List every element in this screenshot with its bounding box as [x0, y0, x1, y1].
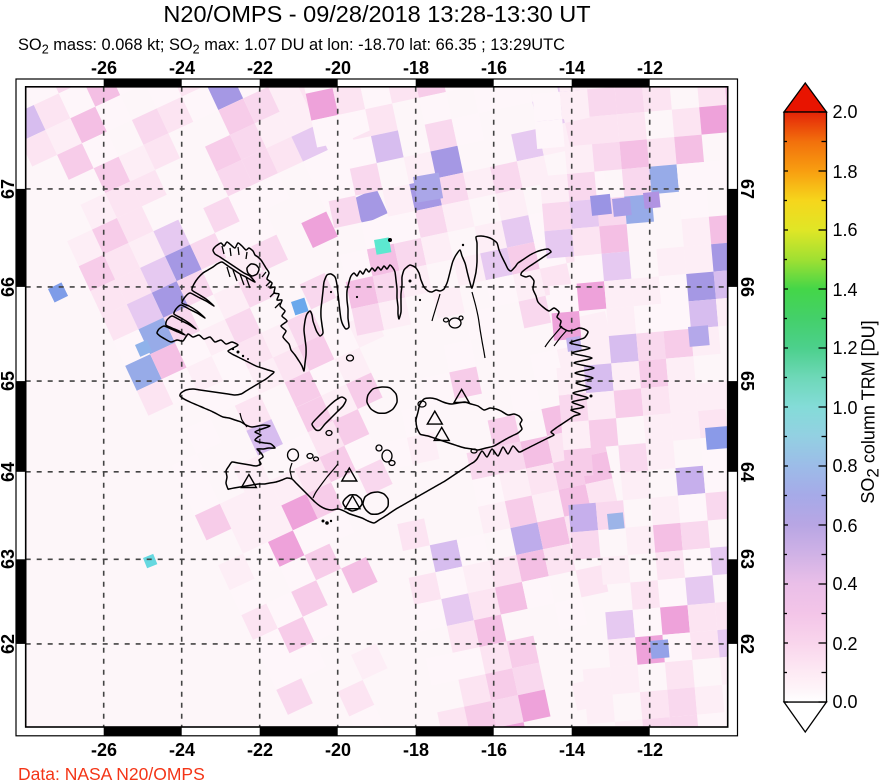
svg-text:64: 64: [737, 462, 757, 482]
svg-text:-26: -26: [91, 740, 117, 760]
svg-text:SO2 column TRM [DU]: SO2 column TRM [DU]: [858, 320, 883, 503]
svg-text:1.8: 1.8: [833, 162, 858, 182]
svg-text:67: 67: [737, 179, 757, 199]
svg-text:62: 62: [737, 634, 757, 654]
svg-text:-22: -22: [247, 740, 273, 760]
svg-text:2.0: 2.0: [833, 102, 858, 122]
svg-text:SO2 mass: 0.068 kt; SO2 max: 1: SO2 mass: 0.068 kt; SO2 max: 1.07 DU at …: [18, 36, 565, 57]
svg-text:-20: -20: [325, 740, 351, 760]
svg-text:-20: -20: [325, 58, 351, 78]
svg-text:N20/OMPS - 09/28/2018 13:28-13: N20/OMPS - 09/28/2018 13:28-13:30 UT: [163, 1, 590, 27]
svg-text:-24: -24: [169, 740, 195, 760]
svg-text:62: 62: [0, 634, 18, 654]
svg-text:63: 63: [737, 549, 757, 569]
svg-text:-18: -18: [403, 740, 429, 760]
svg-text:-14: -14: [559, 58, 585, 78]
svg-text:65: 65: [737, 371, 757, 391]
svg-text:64: 64: [0, 462, 18, 482]
svg-text:0.2: 0.2: [833, 634, 858, 654]
svg-text:-12: -12: [637, 58, 663, 78]
svg-text:66: 66: [0, 277, 18, 297]
svg-text:67: 67: [0, 179, 18, 199]
svg-text:-16: -16: [481, 740, 507, 760]
svg-text:-24: -24: [169, 58, 195, 78]
svg-text:-12: -12: [637, 740, 663, 760]
svg-text:0.8: 0.8: [833, 456, 858, 476]
svg-text:1.4: 1.4: [833, 280, 858, 300]
svg-text:-16: -16: [481, 58, 507, 78]
svg-text:0.6: 0.6: [833, 516, 858, 536]
svg-text:-26: -26: [91, 58, 117, 78]
svg-text:66: 66: [737, 277, 757, 297]
svg-text:-22: -22: [247, 58, 273, 78]
svg-text:Data: NASA N20/OMPS: Data: NASA N20/OMPS: [18, 764, 205, 783]
svg-text:63: 63: [0, 549, 18, 569]
svg-text:-18: -18: [403, 58, 429, 78]
svg-text:65: 65: [0, 371, 18, 391]
svg-text:-14: -14: [559, 740, 585, 760]
svg-text:0.4: 0.4: [833, 574, 858, 594]
svg-text:1.6: 1.6: [833, 220, 858, 240]
svg-text:1.2: 1.2: [833, 338, 858, 358]
svg-text:1.0: 1.0: [833, 398, 858, 418]
svg-text:0.0: 0.0: [833, 692, 858, 712]
